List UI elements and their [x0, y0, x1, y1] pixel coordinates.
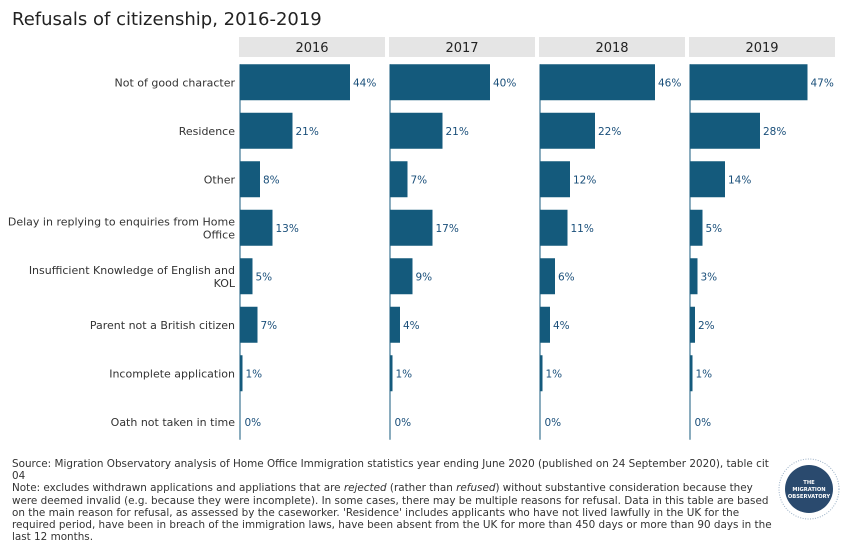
- bar: [690, 64, 808, 101]
- bar-value-label: 0%: [695, 417, 712, 429]
- bar-value-label: 44%: [353, 77, 376, 89]
- category-label: Other: [204, 173, 236, 186]
- bar: [690, 355, 693, 392]
- bar: [540, 209, 568, 246]
- bar: [540, 355, 543, 392]
- note-text: Note: excludes withdrawn applications an…: [12, 482, 772, 543]
- bar-value-label: 6%: [558, 271, 575, 283]
- bar-value-label: 47%: [811, 77, 834, 89]
- bar-value-label: 11%: [571, 223, 594, 235]
- bar: [690, 112, 760, 149]
- facet-header-2016: 2016: [239, 37, 385, 57]
- bar-value-label: 12%: [573, 174, 596, 186]
- bar-value-label: 21%: [296, 126, 319, 138]
- facet-header-2017: 2017: [389, 37, 535, 57]
- bar-value-label: 3%: [701, 271, 718, 283]
- logo-line-2: MIGRATION: [792, 487, 825, 493]
- bar: [540, 258, 555, 295]
- bar: [390, 161, 408, 198]
- bar: [240, 64, 350, 101]
- chart-title: Refusals of citizenship, 2016-2019: [12, 9, 322, 30]
- bar-value-label: 1%: [246, 368, 263, 380]
- category-label: Oath not taken in time: [111, 416, 236, 429]
- bar-value-label: 9%: [416, 271, 433, 283]
- facet-header-2019: 2019: [689, 37, 835, 57]
- bar-value-label: 1%: [546, 368, 563, 380]
- source-text: Source: Migration Observatory analysis o…: [12, 458, 769, 483]
- bar: [690, 258, 698, 295]
- bar: [240, 258, 253, 295]
- bar: [390, 258, 413, 295]
- facet-header-2018: 2018: [539, 37, 685, 57]
- bar-value-label: 0%: [395, 417, 412, 429]
- bar-value-label: 4%: [403, 320, 420, 332]
- facet-label: 2018: [595, 41, 628, 56]
- faceted-bar-chart: 2016 2017 2018 2019 Not of good character Res…: [8, 37, 835, 440]
- bar: [390, 306, 400, 343]
- bar: [690, 209, 703, 246]
- category-label: Residence: [179, 125, 235, 138]
- category-label: Insufficient Knowledge of English and KOL: [29, 264, 236, 290]
- bar-value-label: 17%: [436, 223, 459, 235]
- bar-value-label: 1%: [696, 368, 713, 380]
- category-label: Delay in replying to enquiries from Home…: [8, 215, 235, 241]
- bar: [690, 161, 725, 198]
- bar: [540, 112, 595, 149]
- facet-label: 2016: [295, 41, 328, 56]
- bar-value-label: 28%: [763, 126, 786, 138]
- bar: [540, 64, 655, 101]
- migration-observatory-logo: THE MIGRATION OBSERVATORY: [778, 458, 840, 520]
- bar: [540, 306, 550, 343]
- bar-value-label: 22%: [598, 126, 621, 138]
- facet-label: 2019: [745, 41, 778, 56]
- bar-value-label: 8%: [263, 174, 280, 186]
- bar-value-label: 0%: [545, 417, 562, 429]
- bar-value-label: 13%: [276, 223, 299, 235]
- category-label: Incomplete application: [109, 367, 235, 380]
- bar-value-label: 1%: [396, 368, 413, 380]
- bar-value-label: 2%: [698, 320, 715, 332]
- bar: [540, 161, 570, 198]
- category-label: Parent not a British citizen: [90, 319, 235, 332]
- bar-value-label: 40%: [493, 77, 516, 89]
- bar-value-label: 14%: [728, 174, 751, 186]
- bar: [390, 355, 393, 392]
- bar-value-label: 5%: [706, 223, 723, 235]
- bar: [690, 306, 695, 343]
- bar: [390, 64, 490, 101]
- bar-value-label: 46%: [658, 77, 681, 89]
- bar: [240, 306, 258, 343]
- logo-line-3: OBSERVATORY: [788, 494, 831, 500]
- bar: [390, 112, 443, 149]
- bar: [240, 355, 243, 392]
- bar-value-label: 4%: [553, 320, 570, 332]
- bar: [240, 112, 293, 149]
- bar-value-label: 7%: [411, 174, 428, 186]
- bar-value-label: 0%: [245, 417, 262, 429]
- category-label: Not of good character: [115, 76, 236, 89]
- bar: [390, 209, 433, 246]
- bar: [240, 209, 273, 246]
- bar-value-label: 21%: [446, 126, 469, 138]
- footnote: Source: Migration Observatory analysis o…: [12, 458, 772, 543]
- bar-value-label: 5%: [256, 271, 273, 283]
- bar: [240, 161, 260, 198]
- facet-label: 2017: [445, 41, 478, 56]
- bar-value-label: 7%: [261, 320, 278, 332]
- logo-line-1: THE: [803, 480, 815, 486]
